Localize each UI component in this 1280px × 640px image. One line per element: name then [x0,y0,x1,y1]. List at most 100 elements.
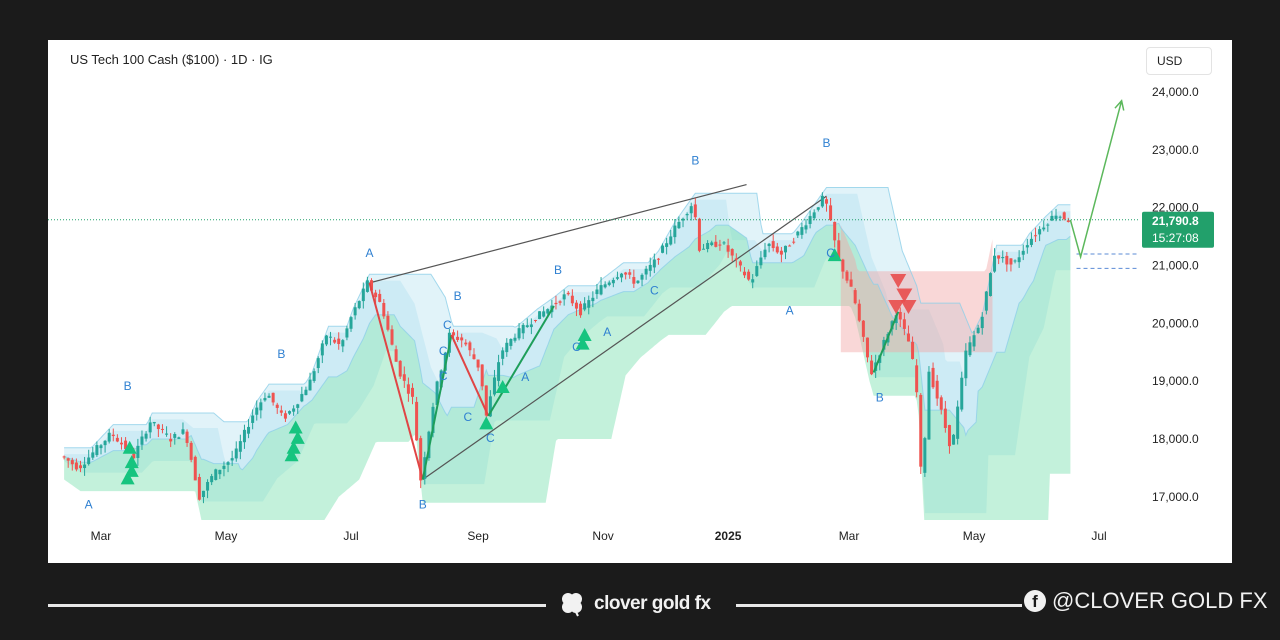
candle-body [927,371,931,440]
candle-body [1038,229,1042,235]
candle-body [132,453,136,459]
candle-body [993,255,997,272]
candle-body [952,434,956,445]
candle-body [509,338,513,346]
candle-body [210,476,214,483]
candle-body [804,225,808,230]
candle-body [796,231,800,236]
candle-body [365,280,369,292]
candle-body [673,225,677,238]
candle-body [374,292,378,298]
candle-body [451,332,455,336]
candle-body [702,248,706,250]
zigzag-4 [872,311,900,373]
footer-divider-right [736,604,1022,607]
sell-signal-1 [896,288,913,303]
candle-body [505,342,509,353]
candle-body [984,291,988,311]
zigzag-3 [487,305,555,417]
candle-body [1021,250,1025,255]
candle-body [1005,255,1009,265]
candle-body [759,257,763,266]
candle-body [1042,227,1046,230]
candle-body [968,342,972,356]
price-chart[interactable]: ABBABBCCCCCABCACBABCB24,000.023,000.022,… [48,40,1232,563]
sell-signal-2 [888,300,905,315]
candle-body [492,377,496,395]
candle-body [865,337,869,358]
candle-body [214,469,218,480]
candle-body [833,221,837,241]
candle-body [74,462,78,470]
candle-body [710,242,714,245]
candle-body [263,398,267,401]
candle-body [464,342,468,345]
candle-body [960,377,964,410]
x-tick-label: May [963,529,986,543]
x-tick-label: Sep [467,529,489,543]
candle-body [935,380,939,399]
wave-label-1: B [124,379,132,393]
candle-body [189,442,193,460]
candle-body [357,301,361,309]
buy-signal-6 [286,440,301,454]
social-handle[interactable]: f @CLOVER GOLD FX [1024,588,1268,614]
candle-body [697,218,701,251]
candle-body [218,469,222,475]
candle-body [259,402,263,411]
candle-body [829,205,833,221]
candle-body [431,406,435,434]
chart-title: US Tech 100 Cash ($100) · 1D · IG [70,52,273,67]
candle-body [345,328,349,338]
candle-body [1058,216,1062,218]
x-tick-label: 2025 [715,529,742,543]
candle-body [911,341,915,359]
social-handle-text: @CLOVER GOLD FX [1052,588,1268,613]
candle-body [964,350,968,379]
candle-body [939,397,943,410]
x-tick-label: Mar [91,529,112,543]
candle-body [943,408,947,428]
candle-body [554,302,558,305]
wave-label-10: C [486,431,495,445]
candle-body [165,433,169,435]
candle-body [570,295,574,304]
candle-body [980,316,984,329]
candle-body [779,250,783,255]
candle-body [476,359,480,368]
buy-signal-8 [479,416,494,430]
candle-body [201,490,205,498]
candle-body [976,327,980,334]
wave-label-19: C [826,246,835,260]
candle-body [279,410,283,413]
currency-button[interactable]: USD [1146,47,1212,75]
candle-body [751,279,755,283]
candle-body [542,311,546,317]
buy-signal-11 [577,327,592,341]
candle-body [722,242,726,244]
candle-body [99,445,103,449]
candle-body [353,307,357,316]
candle-body [91,452,95,458]
candle-body [329,336,333,338]
footer-divider-left [48,604,546,607]
support-cloud [64,223,1071,520]
candle-body [632,277,636,284]
candle-body [923,438,927,473]
candle-body [439,370,443,388]
candle-body [611,279,615,284]
candle-body [915,365,919,393]
candle-body [292,408,296,412]
zigzag-1 [421,334,453,480]
candle-body [845,271,849,281]
candle-body [824,199,828,204]
sell-signal-3 [900,300,917,315]
candle-body [972,335,976,347]
price-tag-value: 21,790.8 [1152,214,1199,228]
candle-body [316,358,320,369]
candle-body [1013,260,1017,262]
candle-body [1050,215,1054,221]
candle-body [947,425,951,447]
candle-body [177,437,181,439]
candle-body [599,285,603,295]
